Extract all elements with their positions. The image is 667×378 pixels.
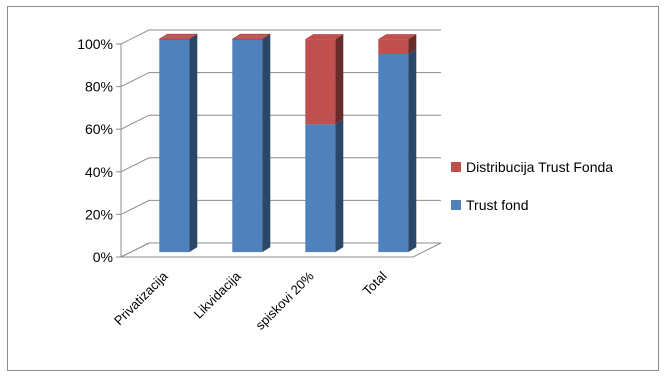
bar-trust-fond xyxy=(305,124,336,253)
chart-frame: 0% 20% 40% 60% 80% 100% Privatizacija Likvidac… xyxy=(7,6,659,371)
x-category-label: spiskovi 20% xyxy=(252,268,317,333)
gridline xyxy=(120,29,441,45)
x-category-label: Total xyxy=(360,268,390,298)
legend-swatch xyxy=(451,162,461,172)
bar-side-trust-fond xyxy=(408,49,417,253)
legend-swatch xyxy=(451,200,461,210)
gridlines xyxy=(116,29,441,258)
gridline xyxy=(120,114,441,130)
gridline xyxy=(120,242,441,258)
legend-label: Trust fond xyxy=(466,197,529,213)
y-tick-label: 40% xyxy=(85,164,113,180)
bar-distribucija-trust-fonda xyxy=(378,39,409,55)
x-category-label: Likvidacija xyxy=(191,268,245,322)
bar-group xyxy=(158,33,417,253)
bar-distribucija-trust-fonda xyxy=(305,39,336,125)
bar-side-distribucija-trust-fonda xyxy=(335,34,344,125)
legend-label: Distribucija Trust Fonda xyxy=(466,159,613,175)
y-tick-label: 100% xyxy=(77,36,113,52)
y-axis-tick-labels: 0% 20% 40% 60% 80% 100% xyxy=(77,36,113,265)
y-tick-label: 0% xyxy=(93,249,113,265)
bar-top-distribucija-trust-fonda xyxy=(158,33,199,40)
x-axis-category-labels: Privatizacija Likvidacija spiskovi 20% Tota… xyxy=(111,268,390,333)
bar-top-distribucija-trust-fonda xyxy=(231,33,272,40)
bar-side-trust-fond xyxy=(262,34,271,253)
y-tick-label: 60% xyxy=(85,121,113,137)
bar-top-distribucija-trust-fonda xyxy=(378,34,417,40)
stacked-column-chart: 0% 20% 40% 60% 80% 100% Privatizacija Likvidac… xyxy=(77,29,613,333)
y-tick-label: 80% xyxy=(85,79,113,95)
bar-trust-fond xyxy=(378,54,409,253)
bar-trust-fond xyxy=(159,39,190,253)
legend: Distribucija Trust Fonda Trust fond xyxy=(451,159,613,213)
bar-side-trust-fond xyxy=(189,34,198,253)
gridline xyxy=(120,199,441,215)
x-category-label: Privatizacija xyxy=(111,268,171,328)
gridline xyxy=(120,72,441,88)
bar-side-distribucija-trust-fonda xyxy=(408,34,417,55)
bar-trust-fond xyxy=(232,39,263,253)
gridline xyxy=(120,157,441,173)
bar-side-trust-fond xyxy=(335,119,344,253)
bar-top-distribucija-trust-fonda xyxy=(305,34,344,40)
y-tick-label: 20% xyxy=(85,206,113,222)
